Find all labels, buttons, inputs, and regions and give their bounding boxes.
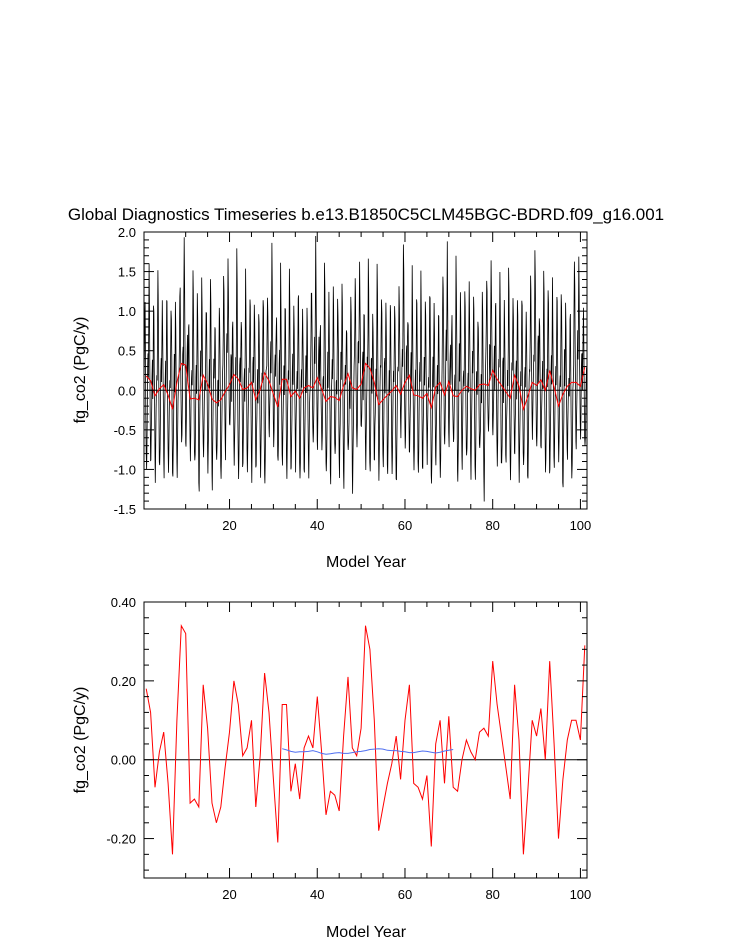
x-tick-label: 100 bbox=[570, 887, 592, 902]
y-axis-label: fg_co2 (PgC/y) bbox=[72, 687, 89, 794]
y-axis-label: fg_co2 (PgC/y) bbox=[72, 317, 89, 424]
y-tick-label: -1.0 bbox=[114, 462, 136, 477]
x-tick-label: 40 bbox=[310, 518, 324, 533]
y-tick-label: -0.5 bbox=[114, 423, 136, 438]
x-tick-label: 80 bbox=[485, 518, 499, 533]
top-chart: Global Diagnostics Timeseries b.e13.B185… bbox=[68, 205, 664, 571]
x-tick-label: 80 bbox=[485, 887, 499, 902]
bottom-chart: fg_co2 (PgC/y) Model Year 20 40 60 80 100 -0.… bbox=[72, 595, 591, 941]
chart-title: Global Diagnostics Timeseries b.e13.B185… bbox=[68, 205, 664, 224]
y-tick-label: 2.0 bbox=[118, 225, 136, 240]
series-line-annual-mean bbox=[145, 623, 586, 855]
y-tick-label: 0.00 bbox=[111, 753, 136, 768]
y-tick-label: 0.5 bbox=[118, 344, 136, 359]
series-line-running-mean bbox=[282, 748, 454, 755]
x-tick-label: 20 bbox=[222, 887, 236, 902]
y-tick-label: 0.0 bbox=[118, 383, 136, 398]
y-tick-label: 1.0 bbox=[118, 304, 136, 319]
series-line-annual-mean bbox=[145, 362, 586, 412]
x-axis-label: Model Year bbox=[326, 924, 407, 941]
series-line-monthly bbox=[143, 235, 587, 502]
x-tick-label: 60 bbox=[398, 518, 412, 533]
y-tick-label: 0.40 bbox=[111, 595, 136, 610]
x-axis-label: Model Year bbox=[326, 554, 407, 571]
x-tick-label: 20 bbox=[222, 518, 236, 533]
x-tick-label: 100 bbox=[570, 518, 592, 533]
x-tick-label: 40 bbox=[310, 887, 324, 902]
x-tick-label: 60 bbox=[398, 887, 412, 902]
plot-frame bbox=[143, 231, 588, 510]
y-tick-label: 0.20 bbox=[111, 674, 136, 689]
y-tick-label: -0.20 bbox=[106, 832, 136, 847]
plot-frame bbox=[143, 601, 588, 879]
y-tick-label: 1.5 bbox=[118, 265, 136, 280]
y-tick-label: -1.5 bbox=[114, 502, 136, 517]
